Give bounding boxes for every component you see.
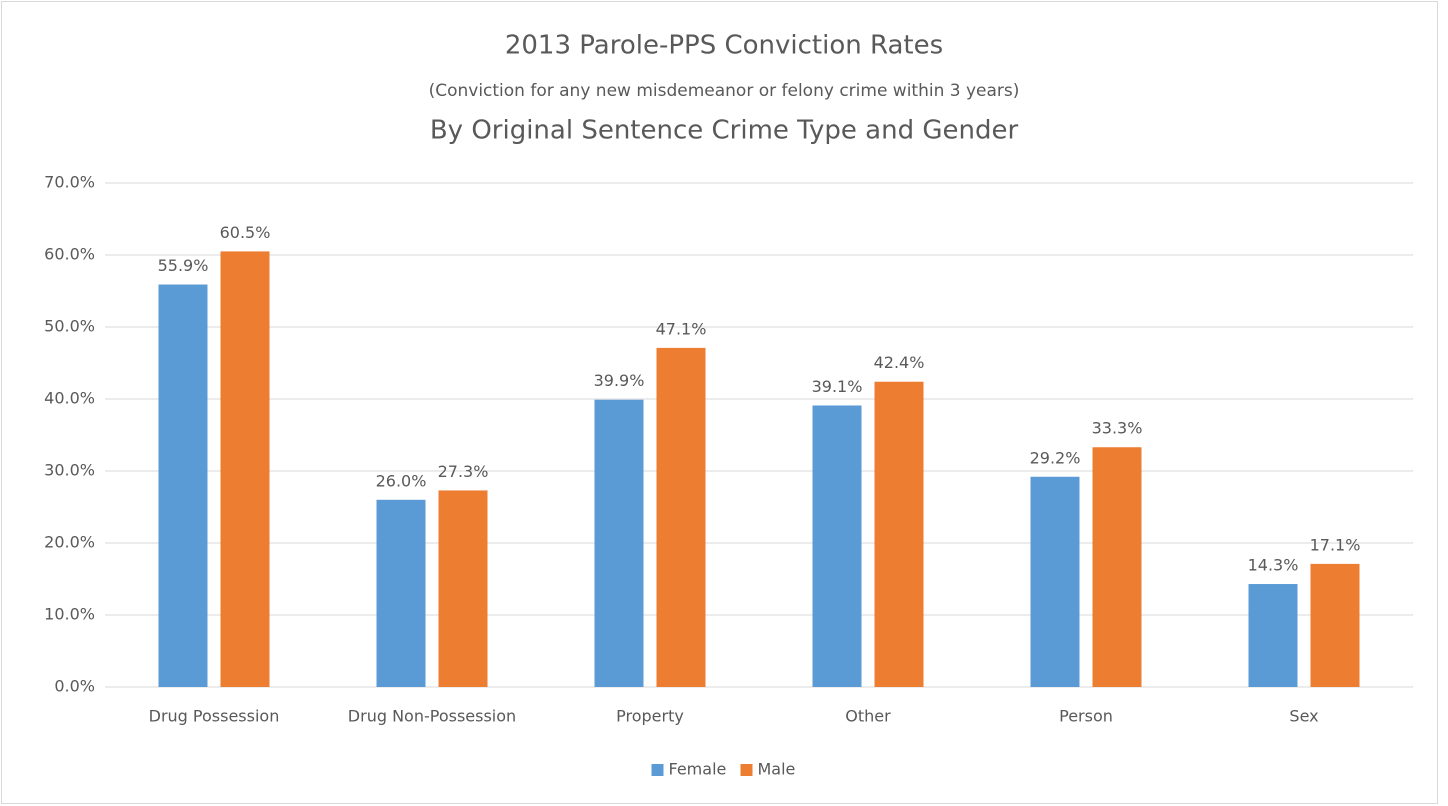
x-tick-label: Other — [845, 707, 891, 726]
bar — [1248, 584, 1298, 687]
y-tick-label: 20.0% — [44, 533, 95, 552]
bar — [1030, 476, 1080, 687]
data-label: 39.9% — [594, 371, 645, 390]
data-label: 17.1% — [1310, 535, 1361, 554]
y-tick-label: 60.0% — [44, 245, 95, 264]
data-label: 26.0% — [376, 471, 427, 490]
data-label: 39.1% — [812, 377, 863, 396]
chart-title: 2013 Parole-PPS Conviction Rates — [505, 31, 943, 61]
bar — [220, 251, 270, 687]
chart-subtitle: (Conviction for any new misdemeanor or f… — [429, 81, 1020, 101]
chart-subtitle: By Original Sentence Crime Type and Gend… — [430, 116, 1019, 146]
bar — [1310, 563, 1360, 687]
bar — [158, 284, 208, 687]
bar — [656, 347, 706, 687]
y-tick-label: 30.0% — [44, 461, 95, 480]
bar — [1092, 447, 1142, 687]
bar — [376, 499, 426, 687]
bar — [812, 405, 862, 687]
data-label: 55.9% — [158, 256, 209, 275]
legend-label: Male — [758, 760, 796, 779]
data-label: 47.1% — [656, 319, 707, 338]
y-tick-label: 40.0% — [44, 389, 95, 408]
x-tick-label: Drug Non-Possession — [348, 707, 516, 726]
bar — [438, 490, 488, 687]
legend-label: Female — [669, 760, 727, 779]
legend-swatch — [651, 764, 664, 776]
legend-swatch — [740, 764, 753, 776]
y-tick-label: 70.0% — [44, 173, 95, 192]
data-label: 42.4% — [874, 353, 925, 372]
data-label: 60.5% — [220, 223, 271, 242]
y-tick-label: 50.0% — [44, 317, 95, 336]
bar — [594, 399, 644, 687]
x-tick-label: Drug Possession — [149, 707, 280, 726]
x-tick-label: Property — [616, 707, 684, 726]
x-tick-label: Person — [1059, 707, 1113, 726]
data-label: 27.3% — [438, 462, 489, 481]
data-label: 14.3% — [1248, 556, 1299, 575]
data-label: 29.2% — [1030, 448, 1081, 467]
x-tick-label: Sex — [1289, 707, 1318, 726]
bar — [874, 381, 924, 687]
y-tick-label: 0.0% — [54, 677, 95, 696]
data-label: 33.3% — [1092, 419, 1143, 438]
y-tick-label: 10.0% — [44, 605, 95, 624]
